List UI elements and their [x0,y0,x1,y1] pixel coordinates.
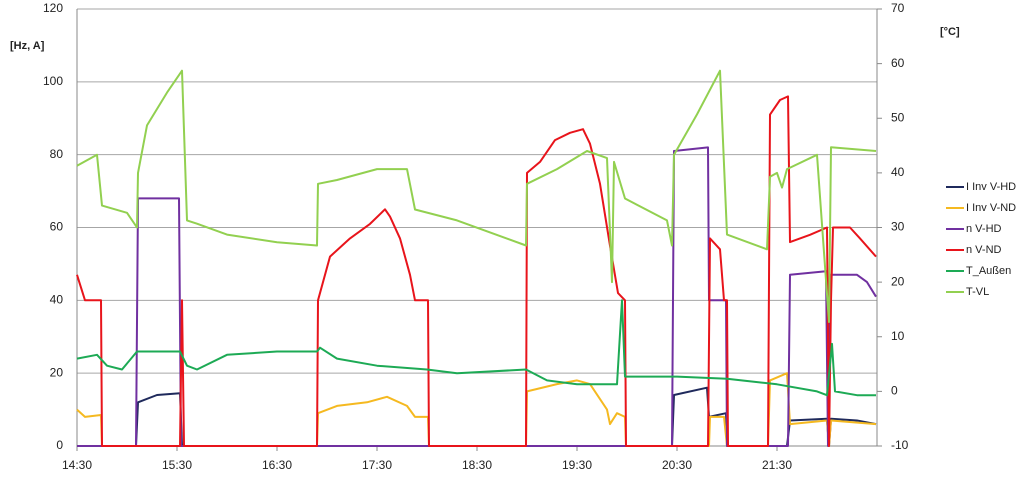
legend-label: T-VL [966,286,989,298]
y2-tick-label: 40 [891,165,905,179]
y2-tick-label: 10 [891,329,905,343]
y2-axis-label: [°C] [940,26,960,38]
series-line [76,69,877,323]
x-tick-label: 18:30 [462,458,492,472]
x-tick-label: 19:30 [562,458,592,472]
y2-tick-label: 30 [891,220,905,234]
x-tick-label: 20:30 [662,458,692,472]
y-tick-label: 60 [50,220,64,234]
y-tick-label: 20 [50,365,64,379]
series-line [76,372,877,447]
series-line [76,95,877,447]
y-tick-label: 100 [43,74,63,88]
y2-tick-label: 50 [891,110,905,124]
y2-tick-label: 20 [891,274,905,288]
x-tick-label: 21:30 [762,458,792,472]
y-tick-label: 40 [50,293,64,307]
y-tick-label: 120 [43,1,63,15]
y-tick-label: 0 [56,438,63,452]
y2-tick-label: 0 [891,384,898,398]
series-line [77,146,877,447]
y-tick-label: 80 [50,147,64,161]
legend-label: T_Außen [966,265,1011,277]
y2-tick-label: 70 [891,1,905,15]
series-line [77,386,877,447]
legend-label: I Inv V-HD [966,181,1016,193]
x-tick-label: 15:30 [162,458,192,472]
x-tick-label: 16:30 [262,458,292,472]
y2-tick-label: 60 [891,56,905,70]
x-tick-label: 17:30 [362,458,392,472]
y-axis-label: [Hz, A] [10,40,45,52]
x-tick-label: 14:30 [62,458,92,472]
series-line [76,299,876,397]
y2-tick-label: -10 [891,438,909,452]
legend-label: n V-ND [966,244,1002,256]
legend-label: n V-HD [966,223,1002,235]
legend-label: I Inv V-ND [966,202,1016,214]
